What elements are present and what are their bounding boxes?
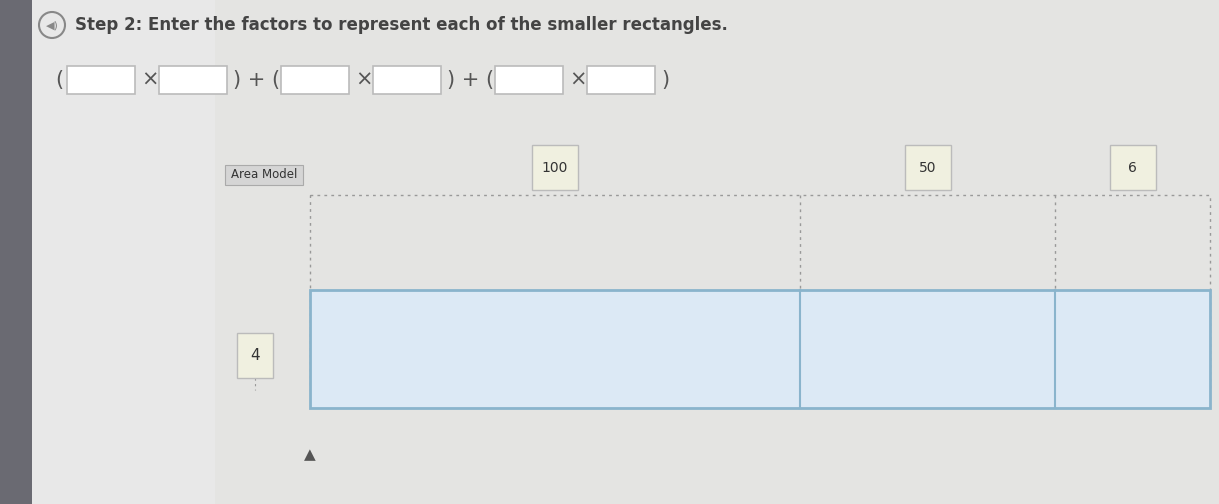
Text: ▲: ▲ — [304, 448, 316, 463]
Text: (: ( — [55, 70, 63, 90]
Bar — [588, 66, 655, 94]
Bar — [495, 66, 563, 94]
Bar — [282, 66, 349, 94]
Bar — [226, 165, 304, 185]
Text: 6: 6 — [1128, 160, 1137, 174]
Text: ) + (: ) + ( — [233, 70, 280, 90]
Text: Step 2: Enter the factors to represent each of the smaller rectangles.: Step 2: Enter the factors to represent e… — [76, 16, 728, 34]
Bar — [310, 290, 1210, 408]
Text: ): ) — [661, 70, 669, 90]
Bar — [531, 145, 578, 190]
Bar — [158, 66, 227, 94]
Text: 100: 100 — [541, 160, 568, 174]
Text: ×: × — [141, 70, 158, 90]
Bar — [310, 195, 1210, 390]
Bar — [1109, 145, 1156, 190]
Text: ) + (: ) + ( — [447, 70, 494, 90]
Bar — [215, 0, 1219, 504]
Bar — [373, 66, 441, 94]
Bar — [236, 333, 273, 377]
Text: 4: 4 — [250, 347, 260, 362]
Bar — [67, 66, 135, 94]
Text: 50: 50 — [919, 160, 936, 174]
Bar — [904, 145, 951, 190]
Text: Area Model: Area Model — [230, 168, 297, 181]
Text: ×: × — [569, 70, 586, 90]
Bar — [0, 0, 32, 504]
Text: ×: × — [355, 70, 373, 90]
Text: ◀): ◀) — [45, 20, 59, 30]
